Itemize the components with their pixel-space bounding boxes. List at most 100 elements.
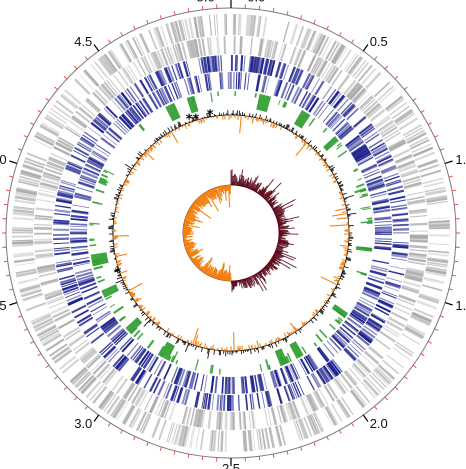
minor-tick xyxy=(258,456,261,461)
gene-mark xyxy=(202,392,207,409)
gene-mark xyxy=(48,158,66,167)
gene-mark xyxy=(373,209,391,214)
gene-mark xyxy=(12,241,34,245)
skew-bar xyxy=(265,189,276,200)
gene-mark xyxy=(156,49,166,68)
gene-mark xyxy=(79,282,97,290)
gene-mark xyxy=(307,353,319,370)
island-mark xyxy=(209,364,212,374)
minor-tick xyxy=(448,175,453,178)
minor-tick xyxy=(434,328,439,331)
gene-mark xyxy=(238,72,241,90)
gene-mark xyxy=(363,168,379,177)
gene-mark xyxy=(207,73,211,91)
gene-mark xyxy=(37,268,56,274)
minor-tick xyxy=(45,98,50,102)
gene-mark xyxy=(48,156,67,166)
gene-mark xyxy=(333,378,346,395)
gene-mark xyxy=(280,43,287,62)
gc-bar xyxy=(249,113,251,117)
gene-mark xyxy=(255,74,260,92)
gene-mark xyxy=(53,146,71,156)
gene-mark xyxy=(81,377,97,394)
gene-mark xyxy=(148,94,158,110)
island-mark xyxy=(101,284,117,293)
skew-bar xyxy=(205,265,212,275)
gene-mark xyxy=(32,316,52,326)
island-mark xyxy=(109,303,116,308)
gene-mark xyxy=(297,50,306,68)
gc-bar xyxy=(317,150,321,154)
gene-mark xyxy=(249,375,254,393)
gene-mark xyxy=(70,218,88,222)
gc-bar xyxy=(152,318,156,322)
gc-bar xyxy=(148,147,153,152)
gene-mark xyxy=(156,26,165,47)
gene-mark xyxy=(92,120,106,131)
gc-bar xyxy=(169,332,172,335)
gc-bar xyxy=(282,338,285,342)
gc-bar xyxy=(315,312,318,314)
gc-bar xyxy=(184,341,187,346)
gc-bar xyxy=(301,136,305,140)
gene-mark xyxy=(286,402,295,421)
skew-bar xyxy=(195,200,203,207)
gene-mark xyxy=(336,122,349,136)
island-mark xyxy=(298,113,309,128)
gc-bar xyxy=(144,149,147,152)
gene-mark xyxy=(428,226,450,229)
gene-mark xyxy=(172,21,180,43)
gc-bar xyxy=(174,129,177,132)
island-mark xyxy=(210,364,214,374)
major-tick xyxy=(362,414,369,422)
gene-mark xyxy=(274,369,283,387)
gene-mark xyxy=(306,54,317,72)
gene-mark xyxy=(64,168,81,175)
minor-tick xyxy=(187,453,190,459)
gene-mark xyxy=(43,288,62,297)
gene-mark xyxy=(370,193,388,199)
gene-mark xyxy=(332,334,346,348)
minor-tick xyxy=(107,39,111,44)
gc-bar xyxy=(127,170,131,173)
gene-mark xyxy=(64,126,81,138)
gene-mark xyxy=(316,60,327,77)
gene-mark xyxy=(323,64,334,81)
gc-bar xyxy=(118,191,121,194)
gene-mark xyxy=(358,123,373,135)
gc-bar xyxy=(117,273,121,276)
gene-mark xyxy=(362,379,379,397)
gene-mark xyxy=(34,215,53,218)
gene-mark xyxy=(166,383,173,400)
gene-mark xyxy=(200,374,205,392)
gc-bar xyxy=(140,311,144,315)
gene-mark xyxy=(87,126,102,137)
gene-mark xyxy=(338,126,353,139)
gene-mark xyxy=(260,373,265,391)
island-mark xyxy=(98,179,107,185)
gene-mark xyxy=(74,371,91,388)
gene-mark xyxy=(409,249,428,252)
gene-mark xyxy=(26,152,47,162)
gene-mark xyxy=(107,51,121,70)
gene-mark xyxy=(38,271,57,278)
gene-mark xyxy=(355,153,372,163)
gene-mark xyxy=(399,117,419,131)
gene-mark xyxy=(135,369,146,385)
gene-mark xyxy=(152,91,163,108)
gc-bar xyxy=(275,124,278,129)
gene-mark xyxy=(406,131,426,142)
gene-mark xyxy=(156,89,166,106)
gene-mark xyxy=(374,151,390,160)
gc-bar xyxy=(127,167,132,171)
island-mark xyxy=(165,106,175,122)
gene-mark xyxy=(330,92,342,107)
gene-mark xyxy=(105,105,118,119)
gene-mark xyxy=(76,143,92,153)
gene-mark xyxy=(409,237,428,241)
gene-mark xyxy=(146,355,157,371)
gene-mark xyxy=(112,399,126,419)
gene-mark xyxy=(317,60,329,78)
gene-mark xyxy=(250,375,254,393)
gc-bar xyxy=(165,134,169,138)
